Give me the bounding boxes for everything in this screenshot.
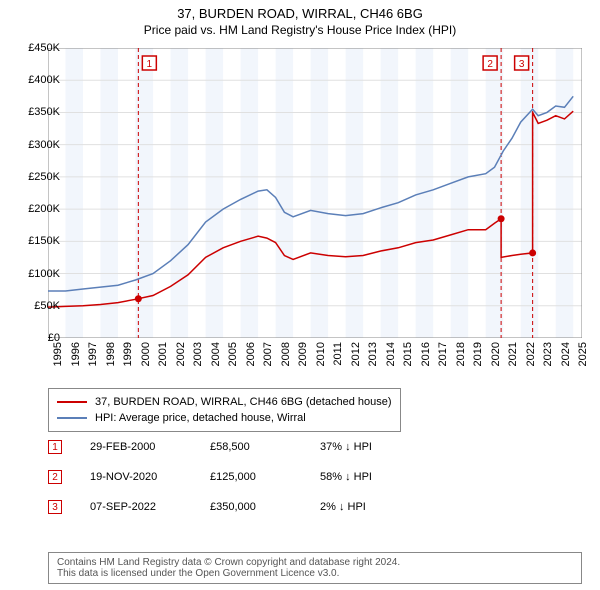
chart-area: 1 2 3 bbox=[48, 48, 582, 338]
marker-num-box: 2 bbox=[48, 470, 62, 484]
y-tick-label: £350K bbox=[28, 106, 60, 118]
marker-row: 2 19-NOV-2020 £125,000 58% ↓ HPI bbox=[48, 462, 420, 492]
title-subtitle: Price paid vs. HM Land Registry's House … bbox=[0, 23, 600, 37]
y-tick-label: £450K bbox=[28, 42, 60, 54]
x-tick-label: 2004 bbox=[210, 342, 222, 374]
x-tick-label: 1996 bbox=[70, 342, 82, 374]
y-tick-label: £200K bbox=[28, 203, 60, 215]
marker-num-box: 3 bbox=[48, 500, 62, 514]
y-tick-label: £300K bbox=[28, 139, 60, 151]
footer-line: This data is licensed under the Open Gov… bbox=[57, 568, 573, 579]
marker-date: 19-NOV-2020 bbox=[90, 471, 210, 483]
footer-line: Contains HM Land Registry data © Crown c… bbox=[57, 557, 573, 568]
legend-label: HPI: Average price, detached house, Wirr… bbox=[95, 412, 306, 424]
x-tick-label: 2009 bbox=[297, 342, 309, 374]
x-tick-label: 2018 bbox=[455, 342, 467, 374]
legend-swatch bbox=[57, 401, 87, 403]
x-tick-label: 1998 bbox=[105, 342, 117, 374]
x-tick-label: 2005 bbox=[227, 342, 239, 374]
legend-item: 37, BURDEN ROAD, WIRRAL, CH46 6BG (detac… bbox=[57, 394, 392, 410]
x-tick-label: 2010 bbox=[315, 342, 327, 374]
marker-price: £350,000 bbox=[210, 501, 320, 513]
x-tick-label: 1997 bbox=[87, 342, 99, 374]
x-tick-label: 2023 bbox=[542, 342, 554, 374]
chart-container: 37, BURDEN ROAD, WIRRAL, CH46 6BG Price … bbox=[0, 0, 600, 590]
x-tick-label: 2000 bbox=[140, 342, 152, 374]
svg-text:2: 2 bbox=[487, 59, 493, 70]
marker-pct: 37% ↓ HPI bbox=[320, 441, 420, 453]
x-tick-label: 2021 bbox=[507, 342, 519, 374]
legend: 37, BURDEN ROAD, WIRRAL, CH46 6BG (detac… bbox=[48, 388, 401, 432]
legend-item: HPI: Average price, detached house, Wirr… bbox=[57, 410, 392, 426]
x-tick-label: 2001 bbox=[157, 342, 169, 374]
marker-num-box: 1 bbox=[48, 440, 62, 454]
marker-date: 29-FEB-2000 bbox=[90, 441, 210, 453]
x-tick-label: 2011 bbox=[332, 342, 344, 374]
x-tick-label: 2002 bbox=[175, 342, 187, 374]
marker-price: £58,500 bbox=[210, 441, 320, 453]
x-tick-label: 2014 bbox=[385, 342, 397, 374]
x-tick-label: 2025 bbox=[577, 342, 589, 374]
x-tick-label: 2008 bbox=[280, 342, 292, 374]
x-tick-label: 2003 bbox=[192, 342, 204, 374]
marker-pct: 2% ↓ HPI bbox=[320, 501, 420, 513]
y-tick-label: £250K bbox=[28, 171, 60, 183]
x-tick-label: 1995 bbox=[52, 342, 64, 374]
y-tick-label: £150K bbox=[28, 235, 60, 247]
x-tick-label: 2007 bbox=[262, 342, 274, 374]
x-tick-label: 1999 bbox=[122, 342, 134, 374]
x-tick-label: 2012 bbox=[350, 342, 362, 374]
marker-row: 3 07-SEP-2022 £350,000 2% ↓ HPI bbox=[48, 492, 420, 522]
x-tick-label: 2006 bbox=[245, 342, 257, 374]
marker-date: 07-SEP-2022 bbox=[90, 501, 210, 513]
title-address: 37, BURDEN ROAD, WIRRAL, CH46 6BG bbox=[0, 6, 600, 21]
markers-table: 1 29-FEB-2000 £58,500 37% ↓ HPI 2 19-NOV… bbox=[48, 432, 420, 522]
x-tick-label: 2017 bbox=[437, 342, 449, 374]
marker-pct: 58% ↓ HPI bbox=[320, 471, 420, 483]
y-tick-label: £400K bbox=[28, 74, 60, 86]
x-tick-label: 2022 bbox=[525, 342, 537, 374]
x-tick-label: 2016 bbox=[420, 342, 432, 374]
y-tick-label: £50K bbox=[34, 300, 60, 312]
x-tick-label: 2015 bbox=[402, 342, 414, 374]
svg-text:3: 3 bbox=[519, 59, 525, 70]
y-tick-label: £100K bbox=[28, 268, 60, 280]
x-tick-label: 2013 bbox=[367, 342, 379, 374]
svg-text:1: 1 bbox=[147, 59, 153, 70]
x-tick-label: 2019 bbox=[472, 342, 484, 374]
marker-row: 1 29-FEB-2000 £58,500 37% ↓ HPI bbox=[48, 432, 420, 462]
legend-swatch bbox=[57, 417, 87, 419]
footer-attribution: Contains HM Land Registry data © Crown c… bbox=[48, 552, 582, 584]
x-tick-label: 2020 bbox=[490, 342, 502, 374]
x-tick-label: 2024 bbox=[560, 342, 572, 374]
line-chart: 1 2 3 bbox=[48, 48, 582, 338]
legend-label: 37, BURDEN ROAD, WIRRAL, CH46 6BG (detac… bbox=[95, 396, 392, 408]
title-block: 37, BURDEN ROAD, WIRRAL, CH46 6BG Price … bbox=[0, 0, 600, 37]
marker-price: £125,000 bbox=[210, 471, 320, 483]
